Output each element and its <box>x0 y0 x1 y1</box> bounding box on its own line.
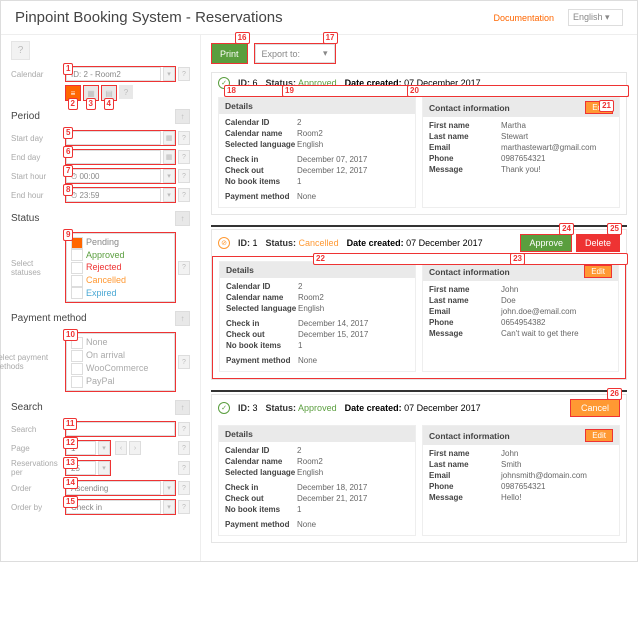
collapse-icon[interactable]: ↑ <box>175 400 190 415</box>
delete-button[interactable]: Delete <box>577 235 619 251</box>
edit-button[interactable]: Edit <box>586 430 612 441</box>
edit-button[interactable]: Edit <box>585 266 611 277</box>
reservation-card: ✓ ID: 3 Status: Approved Date created: 0… <box>211 394 627 543</box>
status-list[interactable]: Pending Approved Rejected Cancelled Expi… <box>66 233 175 302</box>
payment-list[interactable]: None On arrival WooCommerce PayPal <box>66 333 175 391</box>
order-select[interactable]: Ascending <box>66 481 161 495</box>
sidebar: ? Calendar 1 ID: 2 - Room2▾ ? 2≡ 3▦ 4▤ ?… <box>1 35 201 561</box>
collapse-icon[interactable]: ↑ <box>175 311 190 326</box>
print-button[interactable]: Print <box>212 44 247 63</box>
help-icon[interactable]: ? <box>11 41 30 60</box>
status-icon: ✓ <box>218 402 230 414</box>
divider <box>211 390 627 392</box>
search-input[interactable] <box>66 422 175 436</box>
cancel-button[interactable]: Cancel <box>571 400 619 416</box>
help-icon[interactable]: ? <box>119 85 133 99</box>
export-select[interactable]: Export to:▾ <box>255 44 335 63</box>
page-header: Pinpoint Booking System - Reservations D… <box>1 1 637 35</box>
help-icon[interactable]: ? <box>178 67 190 81</box>
chevron-down-icon[interactable]: ▾ <box>163 67 175 81</box>
start-hour-input[interactable]: ⏱ 00:00 <box>66 169 161 183</box>
contact-panel: Contact informationEdit First nameJohnLa… <box>422 261 619 372</box>
start-day-input[interactable] <box>66 131 161 145</box>
order-by-select[interactable]: Check in <box>66 500 161 514</box>
language-select[interactable]: English ▾ <box>568 9 623 26</box>
main-content: 16Print 17Export to:▾ 181920 ✓ ID: 6 Sta… <box>201 35 637 561</box>
contact-panel: Contact informationEdit First nameJohnLa… <box>422 425 620 536</box>
details-panel: Details Calendar ID2Calendar nameRoom2Se… <box>218 97 416 208</box>
reservation-card: ⊘ ID: 1 Status: Cancelled Date created: … <box>211 229 627 380</box>
details-panel: Details Calendar ID2Calendar nameRoom2Se… <box>218 425 416 536</box>
collapse-icon[interactable]: ↑ <box>175 109 190 124</box>
calendar-select[interactable]: ID: 2 - Room2 <box>66 67 161 81</box>
approve-button[interactable]: Approve <box>521 235 571 251</box>
documentation-link[interactable]: Documentation <box>493 13 554 23</box>
details-panel: Details Calendar ID2Calendar nameRoom2Se… <box>219 261 416 372</box>
end-day-input[interactable] <box>66 150 161 164</box>
contact-panel: Contact information21Edit First nameMart… <box>422 97 620 208</box>
page-title: Pinpoint Booking System - Reservations <box>15 9 283 26</box>
reservation-card: 181920 ✓ ID: 6 Status: Approved Date cre… <box>211 72 627 215</box>
end-hour-input[interactable]: ⏱ 23:59 <box>66 188 161 202</box>
collapse-icon[interactable]: ↑ <box>175 211 190 226</box>
status-icon: ⊘ <box>218 237 230 249</box>
